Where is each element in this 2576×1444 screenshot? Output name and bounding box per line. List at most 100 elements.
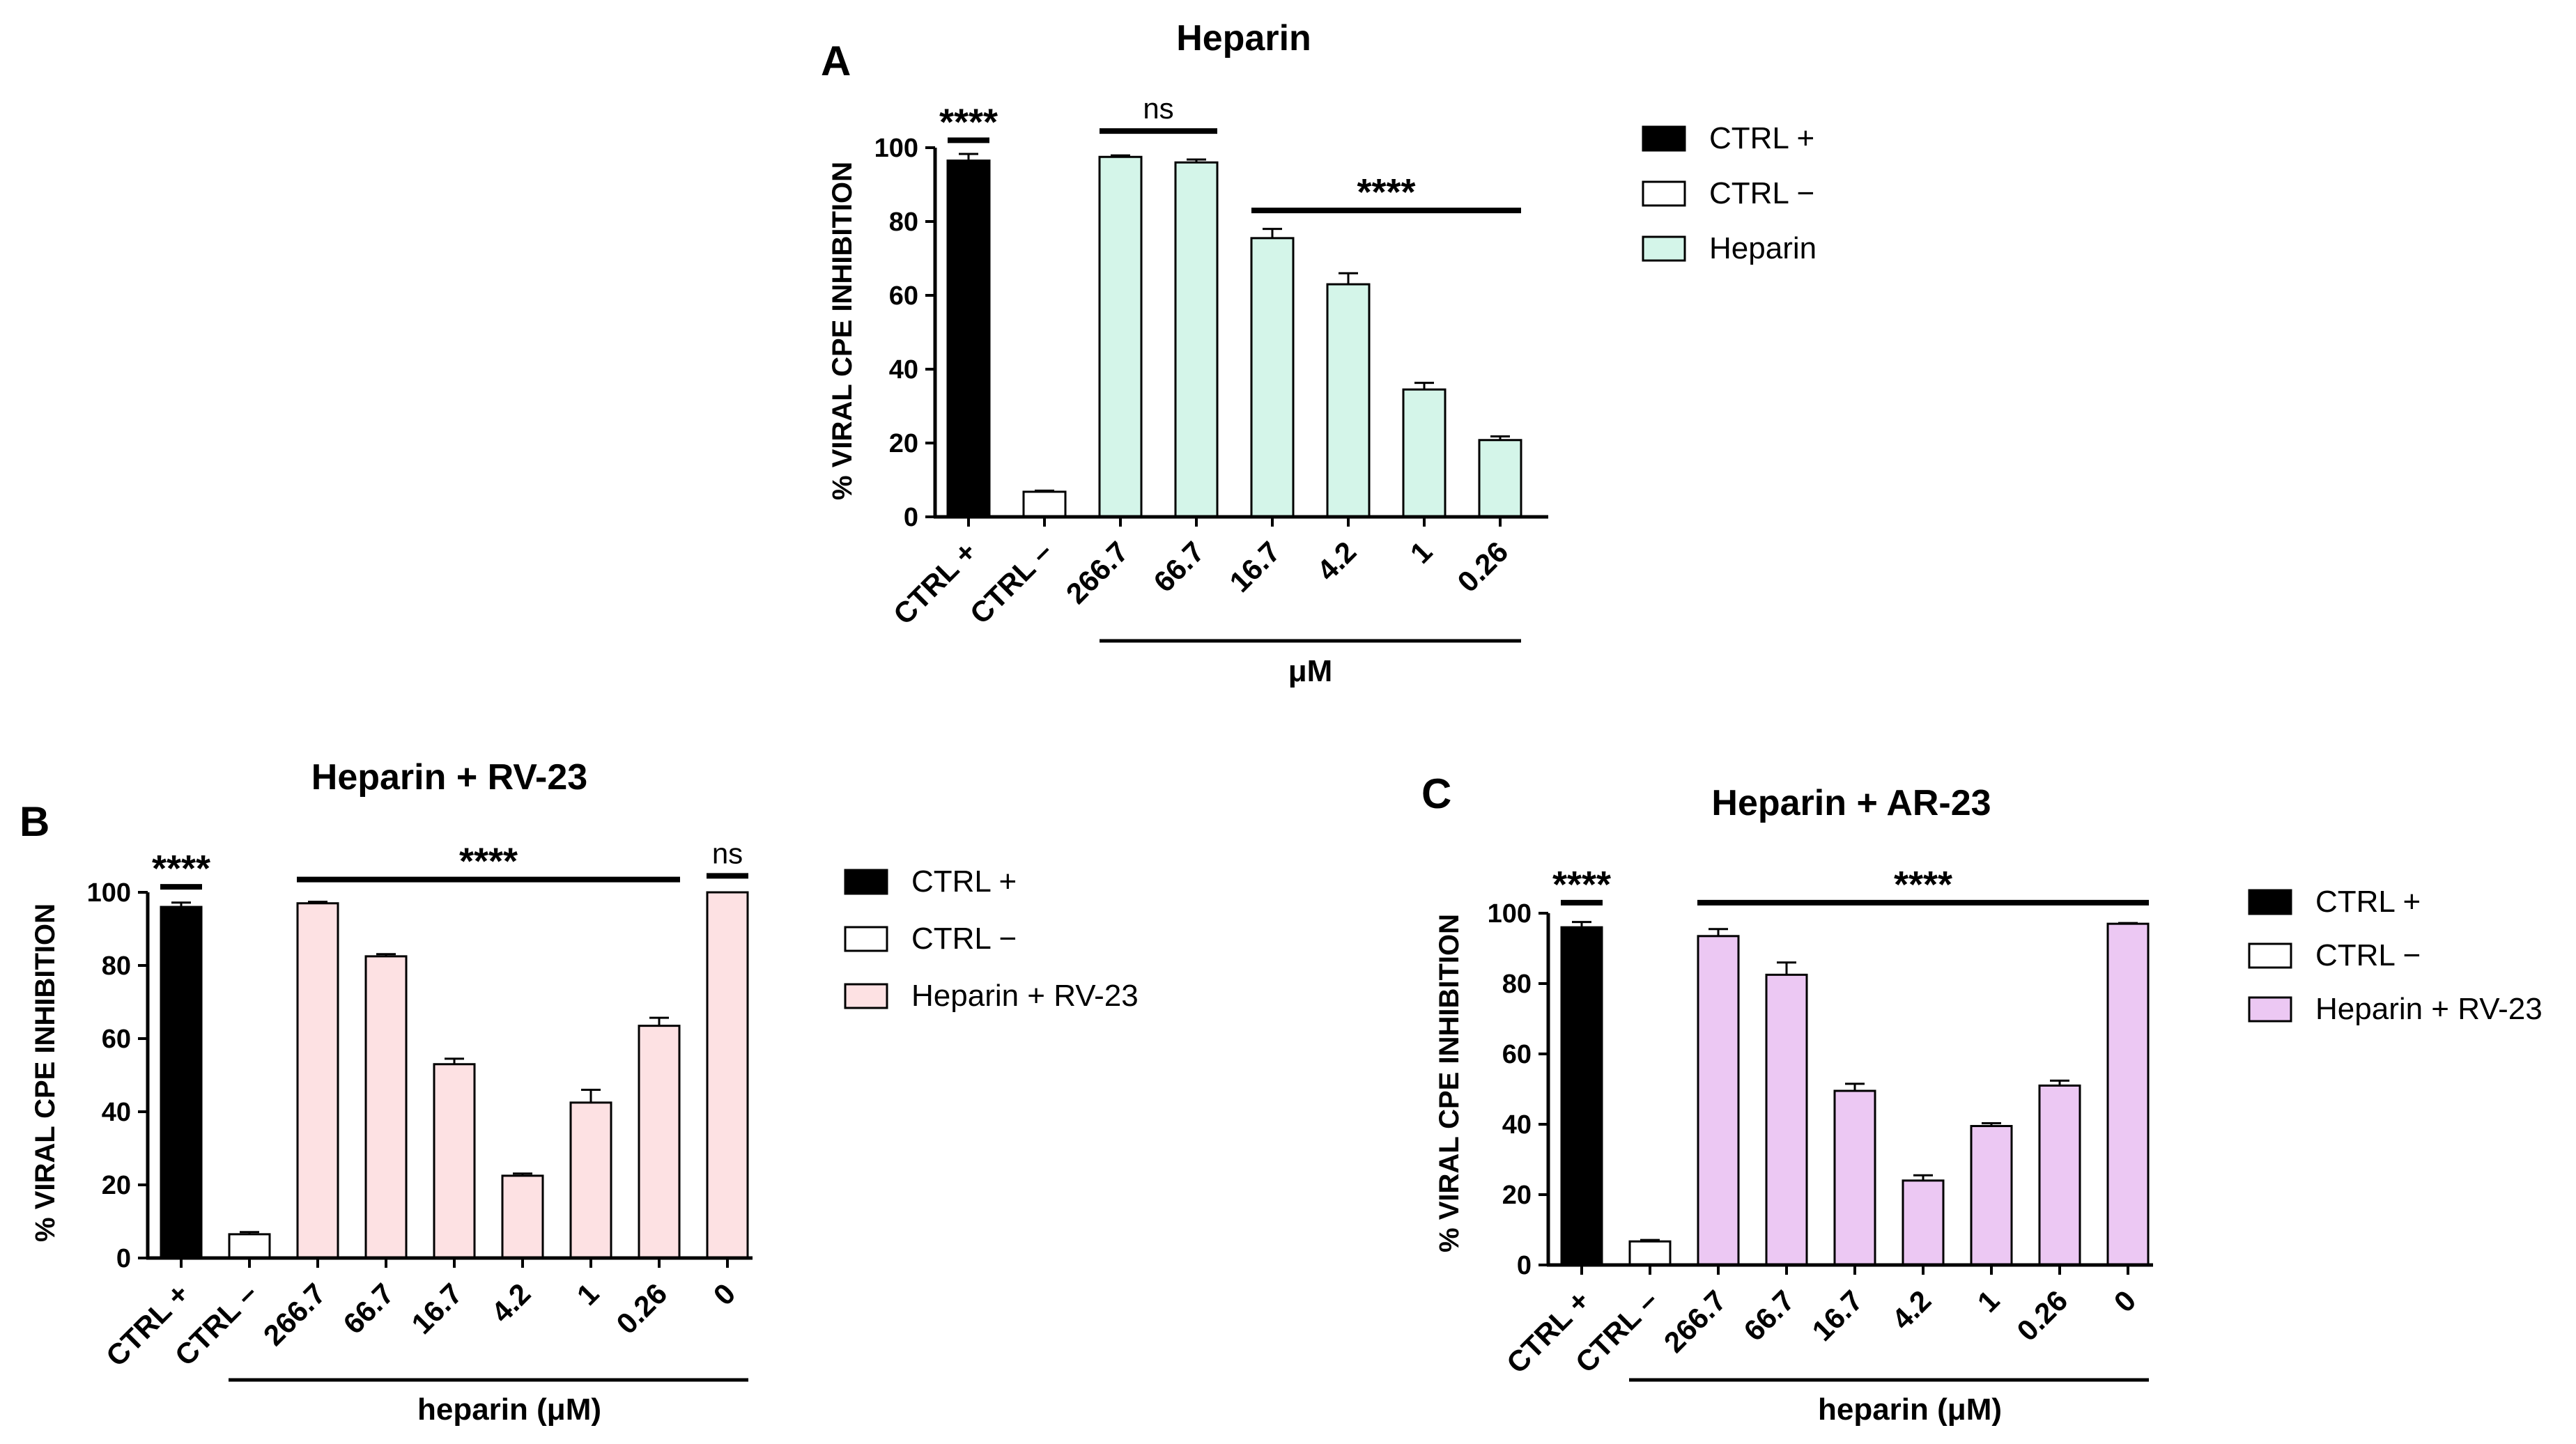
legend-swatch-ctrl-pos	[844, 869, 888, 895]
legend-swatch-ctrl-neg	[844, 926, 888, 952]
x-tick-label: 66.7	[1737, 1284, 1800, 1347]
significance-label: ****	[939, 101, 998, 143]
legend-swatch-ctrl-neg	[1642, 180, 1686, 207]
legend-label-treatment: Heparin + RV-23	[2315, 992, 2543, 1026]
y-tick-label: 40	[102, 1098, 131, 1127]
legend-label-ctrl-pos: CTRL +	[911, 864, 1017, 899]
x-tick-label: 16.7	[1805, 1284, 1869, 1347]
significance-label: ****	[1357, 171, 1415, 213]
y-tick-label: 60	[102, 1025, 131, 1054]
legend-label-treatment: Heparin	[1709, 231, 1817, 265]
axes	[1546, 913, 2153, 1275]
y-tick-label: 20	[1502, 1181, 1532, 1210]
y-tick-label: 0	[116, 1244, 131, 1273]
significance-label: ****	[152, 848, 210, 890]
panel-b: B Heparin + RV-23 % VIRAL CPE INHIBITION…	[20, 757, 1139, 1427]
y-ticks: 0 20 40 60 80 100	[87, 878, 148, 1273]
y-tick-label: 80	[1502, 970, 1532, 999]
x-tick-label: 16.7	[405, 1277, 468, 1340]
bar-66.7	[364, 955, 408, 1259]
x-tick-labels: CTRL +CTRL –266.7 66.7 16.7 4.2 1 0.26	[887, 535, 1514, 630]
panel-label: A	[821, 38, 851, 84]
legend-label-ctrl-pos: CTRL +	[2315, 885, 2421, 919]
x-tick-label: 0	[2108, 1284, 2143, 1319]
chart-title: Heparin + AR-23	[1711, 783, 1991, 823]
unit-label: heparin (μM)	[417, 1392, 601, 1427]
legend-label-ctrl-neg: CTRL −	[1709, 176, 1814, 210]
unit-label: μM	[1288, 654, 1333, 688]
y-tick-label: 100	[874, 134, 918, 163]
x-tick-label: 0	[707, 1277, 742, 1312]
chart-title: Heparin + RV-23	[311, 757, 587, 798]
bar-0	[2106, 922, 2150, 1266]
legend-label-treatment: Heparin + RV-23	[911, 979, 1139, 1013]
significance-annotations: **** ns ****	[939, 92, 1521, 214]
bar-ctrl-	[228, 1233, 271, 1259]
y-tick-label: 60	[1502, 1040, 1532, 1069]
bar-4.2	[1326, 283, 1371, 518]
bar-4.2	[501, 1174, 544, 1259]
bar-16.7	[1833, 1089, 1876, 1266]
significance-label: ns	[712, 837, 743, 869]
unit-label: heparin (μM)	[1818, 1392, 2002, 1427]
bar-16.7	[1250, 237, 1295, 518]
x-tick-label: 0.26	[1451, 535, 1514, 598]
y-axis-label: % VIRAL CPE INHIBITION	[1434, 914, 1465, 1252]
chart-title: Heparin	[1176, 18, 1311, 59]
y-ticks: 0 20 40 60 80 100	[874, 134, 935, 532]
bar-266.7	[1697, 935, 1740, 1266]
axes	[146, 892, 753, 1268]
x-tick-labels: CTRL +CTRL –266.7 66.7 16.7 4.2 1 0.26 0	[100, 1277, 741, 1372]
x-tick-label: 0.26	[610, 1277, 673, 1340]
significance-label: ****	[1552, 864, 1611, 906]
x-tick-label: 66.7	[1147, 535, 1210, 598]
x-tick-label: 1	[571, 1277, 606, 1312]
legend-swatch-treatment	[1642, 235, 1686, 262]
y-axis-label: % VIRAL CPE INHIBITION	[827, 162, 858, 500]
y-tick-label: 0	[1517, 1251, 1532, 1280]
significance-label: ****	[459, 841, 518, 883]
bar-ctrl-	[1560, 926, 1603, 1266]
y-tick-label: 80	[889, 208, 918, 237]
bar-0.26	[2038, 1084, 2081, 1266]
x-tick-label: CTRL +	[887, 535, 982, 630]
x-tick-labels: CTRL +CTRL –266.7 66.7 16.7 4.2 1 0.26 0	[1500, 1284, 2142, 1379]
x-tick-label: CTRL –	[964, 535, 1059, 630]
legend: CTRL + CTRL − Heparin	[1642, 121, 1817, 265]
x-tick-label: 1	[1971, 1284, 2006, 1319]
bar-1	[569, 1101, 612, 1259]
y-tick-label: 40	[889, 355, 918, 385]
x-tick-label: 266.7	[1060, 535, 1135, 610]
y-tick-label: 20	[889, 429, 918, 458]
y-tick-label: 40	[1502, 1110, 1532, 1140]
bar-266.7	[1098, 155, 1143, 518]
legend-swatch-treatment	[844, 983, 888, 1009]
significance-label: ****	[1894, 864, 1952, 906]
legend-swatch-ctrl-pos	[1642, 125, 1686, 152]
y-tick-label: 60	[889, 281, 918, 311]
x-tick-label: 16.7	[1223, 535, 1286, 598]
legend-label-ctrl-neg: CTRL −	[2315, 938, 2421, 972]
significance-label: ns	[1143, 92, 1173, 125]
y-tick-label: 0	[904, 503, 918, 532]
x-tick-label: 0.26	[2010, 1284, 2074, 1347]
bar-ctrl-	[946, 160, 991, 518]
bar-ctrl-	[1022, 490, 1067, 518]
axes	[933, 148, 1548, 527]
bar-16.7	[433, 1063, 476, 1259]
legend-swatch-ctrl-pos	[2248, 889, 2292, 915]
legend: CTRL + CTRL − Heparin + RV-23	[844, 864, 1139, 1013]
legend: CTRL + CTRL − Heparin + RV-23	[2248, 885, 2543, 1026]
bar-266.7	[296, 902, 339, 1259]
x-tick-label: 4.2	[1885, 1284, 1938, 1336]
bars	[1560, 921, 2150, 1266]
x-tick-label: 266.7	[257, 1277, 332, 1352]
bars	[160, 891, 749, 1259]
y-tick-label: 20	[102, 1171, 131, 1200]
significance-annotations: **** **** ns	[152, 837, 748, 890]
y-ticks: 0 20 40 60 80 100	[1488, 899, 1548, 1280]
legend-swatch-treatment	[2248, 996, 2292, 1023]
bar-0.26	[638, 1025, 681, 1259]
x-tick-label: 4.2	[1311, 535, 1363, 587]
